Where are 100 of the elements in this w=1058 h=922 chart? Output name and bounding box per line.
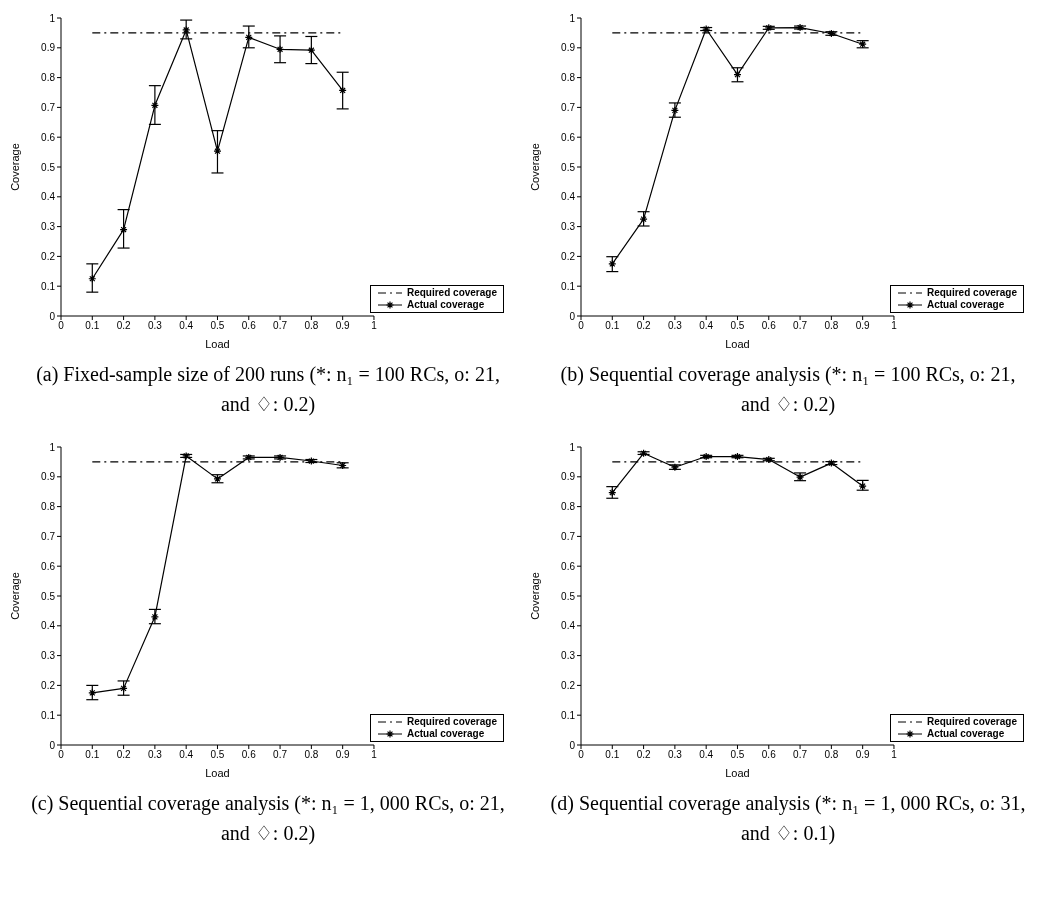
x-tick-label: 0.4 — [699, 320, 714, 332]
text: (b) Sequential coverage analysis (*: n₁ = 100 RCs, o: 21, and ♢: 0.2) — [559, 362, 1017, 418]
point — [307, 456, 316, 466]
x-tick-label: 0.6 — [241, 320, 257, 332]
y-tick-label: 0.1 — [561, 709, 576, 721]
x-tick-label: 0.4 — [179, 320, 194, 332]
x-tick-label: 0.7 — [793, 749, 808, 761]
y-tick-label: 0.2 — [561, 679, 576, 691]
x-tick-label: 0.6 — [761, 320, 777, 332]
x-tick-label: 0.1 — [85, 749, 100, 761]
y-tick-label: 0.1 — [561, 280, 576, 292]
x-tick-label: 0.8 — [824, 320, 839, 332]
y-tick-label: 0.4 — [41, 620, 56, 632]
y-tick-label: 0.4 — [41, 191, 56, 203]
point — [213, 147, 222, 156]
legend-label: Required coverage — [926, 716, 1017, 728]
legend-label: Actual coverage — [926, 299, 1005, 311]
point — [764, 23, 773, 32]
y-axis-title: Coverage — [8, 572, 21, 620]
y-tick-label: 0.8 — [41, 72, 56, 84]
x-tick-label: 0.4 — [179, 749, 194, 761]
y-tick-label: 0.5 — [41, 161, 56, 173]
y-axis-title: Coverage — [528, 143, 541, 191]
y-tick-label: 0.1 — [41, 709, 56, 721]
y-tick-label: 0.6 — [41, 560, 56, 572]
legend-label: Required coverage — [406, 716, 497, 728]
x-tick-label: 0 — [578, 320, 585, 332]
x-axis-title: Load — [205, 767, 230, 779]
x-tick-label: 0.9 — [335, 320, 351, 332]
x-tick-label: 1 — [891, 749, 898, 761]
x-tick-label: 0.3 — [147, 320, 163, 332]
point — [88, 274, 97, 283]
point — [702, 24, 711, 34]
y-tick-label: 0.6 — [561, 560, 576, 572]
x-tick-label: 0.1 — [85, 320, 100, 332]
y-tick-label: 0.6 — [561, 131, 576, 143]
y-axis-title: Coverage — [528, 572, 541, 620]
y-tick-label: 0.4 — [561, 191, 576, 203]
y-tick-label: 0.8 — [41, 501, 56, 513]
point — [858, 40, 867, 49]
legend-label: Actual coverage — [406, 299, 485, 311]
x-tick-label: 0.2 — [116, 320, 131, 332]
x-axis-title: Load — [205, 338, 230, 350]
y-tick-label: 0.7 — [561, 101, 576, 113]
text: (a) Fixed-sample size of 200 runs (*: n₁ = 100 RCs, o: 21, and ♢: 0.2) — [35, 362, 501, 418]
y-tick-label: 0.5 — [41, 590, 56, 602]
x-tick-label: 0.9 — [855, 320, 871, 332]
x-tick-label: 0.1 — [605, 320, 620, 332]
y-tick-label: 0.8 — [561, 501, 576, 513]
point — [119, 684, 128, 693]
legend-label: Actual coverage — [926, 728, 1005, 740]
x-tick-label: 0.3 — [667, 320, 683, 332]
x-tick-label: 0.8 — [304, 320, 319, 332]
y-tick-label: 1 — [49, 441, 56, 453]
point — [150, 101, 159, 110]
point — [608, 259, 617, 268]
x-tick-label: 0.2 — [636, 320, 651, 332]
point — [244, 453, 253, 462]
y-tick-label: 0.3 — [561, 221, 576, 233]
text: (d) Sequential coverage analysis (*: n₁ = 1, 000 RCs, o: 31, and ♢: 0.1) — [549, 791, 1027, 847]
y-tick-label: 0.4 — [561, 620, 576, 632]
x-axis-title: Load — [725, 338, 750, 350]
point — [119, 225, 128, 234]
x-tick-label: 0.3 — [147, 749, 163, 761]
y-tick-label: 0.7 — [561, 530, 576, 542]
point — [639, 449, 648, 458]
x-tick-label: 0.6 — [761, 749, 777, 761]
x-tick-label: 0.2 — [116, 749, 131, 761]
point — [275, 45, 285, 54]
legend-label: Required coverage — [926, 287, 1017, 299]
y-tick-label: 0.2 — [41, 250, 56, 262]
point — [764, 455, 773, 464]
point — [733, 70, 742, 79]
x-axis-title: Load — [725, 767, 750, 779]
x-tick-label: 0 — [58, 749, 65, 761]
point — [150, 612, 159, 621]
point — [88, 688, 97, 697]
y-tick-label: 0.5 — [561, 161, 576, 173]
x-tick-label: 0.7 — [273, 320, 288, 332]
y-tick-label: 1 — [569, 441, 576, 453]
y-tick-label: 1 — [49, 12, 56, 24]
legend-label: Required coverage — [406, 287, 497, 299]
x-tick-label: 0.8 — [304, 749, 319, 761]
point — [307, 46, 316, 55]
point — [182, 451, 191, 461]
x-tick-label: 0.9 — [335, 749, 351, 761]
y-tick-label: 0.2 — [41, 679, 56, 691]
y-tick-label: 0 — [49, 739, 56, 751]
x-tick-label: 0.1 — [605, 749, 620, 761]
y-tick-label: 0.6 — [41, 131, 56, 143]
x-tick-label: 0.5 — [730, 320, 745, 332]
legend-label: Actual coverage — [406, 728, 485, 740]
x-tick-label: 0.8 — [824, 749, 839, 761]
point — [244, 33, 253, 42]
x-tick-label: 0.2 — [636, 749, 651, 761]
point — [639, 215, 648, 224]
y-tick-label: 0.7 — [41, 530, 56, 542]
y-tick-label: 0.9 — [41, 471, 56, 483]
point — [670, 106, 679, 115]
y-tick-label: 0 — [569, 310, 576, 322]
